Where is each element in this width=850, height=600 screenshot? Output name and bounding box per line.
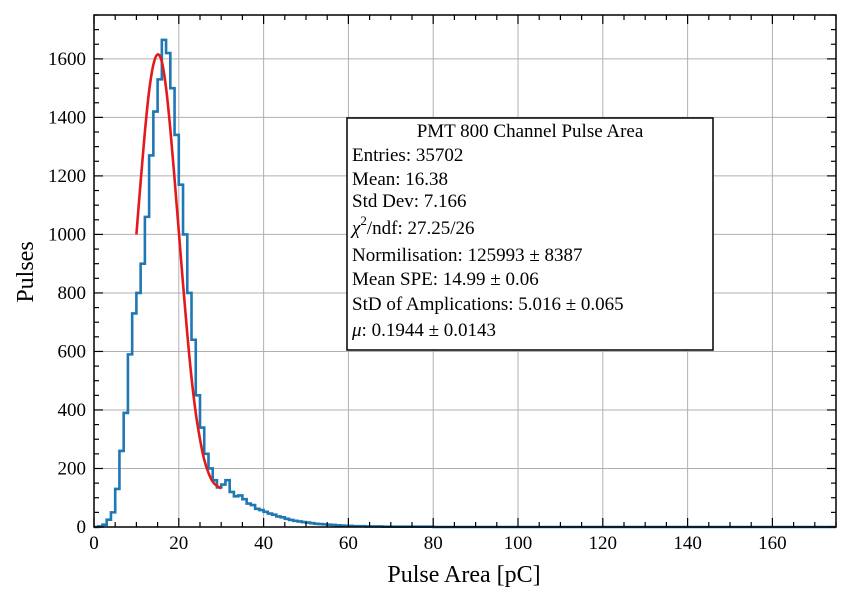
stats-mean-spe: Mean SPE: 14.99 ± 0.06 xyxy=(352,269,539,290)
stats-mu: μ: 0.1944 ± 0.0143 xyxy=(351,320,496,341)
x-tick-label: 40 xyxy=(254,533,273,554)
x-tick-label: 60 xyxy=(339,533,358,554)
tick-labels: 0 20 40 60 80 100 120 140 1600200400600800100012… xyxy=(48,49,787,554)
x-tick-label: 140 xyxy=(673,533,702,554)
y-tick-label: 1400 xyxy=(48,107,86,128)
y-axis-title: Pulses xyxy=(13,241,39,302)
stats-box-title: PMT 800 Channel Pulse Area xyxy=(417,121,644,142)
x-tick-label: 80 xyxy=(424,533,443,554)
fit-curve-layer xyxy=(135,53,222,490)
plot-frame xyxy=(93,14,837,528)
x-tick-label: 160 xyxy=(758,533,787,554)
axes-frame xyxy=(93,14,837,528)
x-tick-label: 0 xyxy=(89,533,99,554)
y-tick-label: 1000 xyxy=(48,224,86,245)
stats-std-amplifications: StD of Amplications: 5.016 ± 0.065 xyxy=(352,294,624,315)
y-tick-label: 1200 xyxy=(48,166,86,187)
mu-symbol: μ xyxy=(351,320,362,341)
chi-superscript: 2 xyxy=(360,213,367,228)
y-tick-label: 400 xyxy=(58,400,87,421)
stats-box: PMT 800 Channel Pulse Area Entries: 3570… xyxy=(346,117,714,351)
y-tick-label: 800 xyxy=(58,283,87,304)
x-tick-label: 100 xyxy=(504,533,533,554)
fit-curve xyxy=(135,53,222,490)
axis-ticks xyxy=(93,14,837,528)
stats-box-frame xyxy=(346,117,714,351)
chi-symbol: χ xyxy=(350,218,361,239)
stats-chi2-ndf: χ2/ndf: 27.25/26 xyxy=(350,213,475,239)
x-tick-label: 20 xyxy=(169,533,188,554)
stats-std-dev: Std Dev: 7.166 xyxy=(352,191,467,212)
y-tick-label: 600 xyxy=(58,341,87,362)
y-tick-label: 1600 xyxy=(48,49,86,70)
stats-normalisation: Normilisation: 125993 ± 8387 xyxy=(352,245,583,266)
y-tick-label: 0 xyxy=(77,517,87,538)
stats-mean: Mean: 16.38 xyxy=(352,169,448,190)
y-tick-label: 200 xyxy=(58,458,87,479)
mu-value: : 0.1944 ± 0.0143 xyxy=(362,320,496,341)
chi-ndf-value: /ndf: 27.25/26 xyxy=(367,218,475,239)
x-tick-label: 120 xyxy=(589,533,618,554)
stats-entries: Entries: 35702 xyxy=(352,145,463,166)
x-axis-title: Pulse Area [pC] xyxy=(387,562,540,588)
